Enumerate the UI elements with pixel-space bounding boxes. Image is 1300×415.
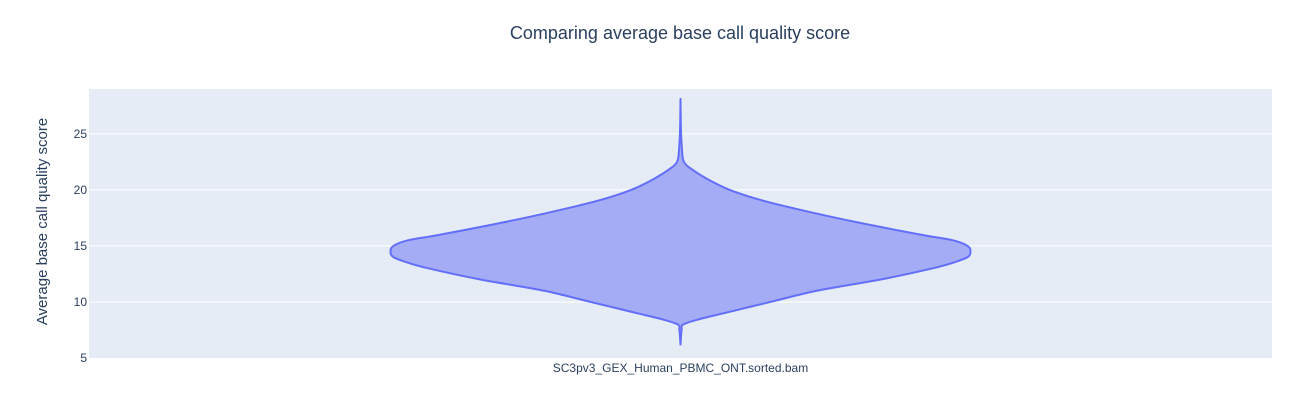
y-tick-label: 25 bbox=[74, 127, 88, 141]
y-tick-label: 5 bbox=[80, 351, 87, 365]
x-tick-label: SC3pv3_GEX_Human_PBMC_ONT.sorted.bam bbox=[553, 361, 808, 375]
y-tick-labels: 5 10 15 20 25 bbox=[74, 127, 88, 365]
y-tick-label: 10 bbox=[74, 295, 88, 309]
y-axis-title: Average base call quality score bbox=[34, 118, 51, 325]
y-tick-label: 20 bbox=[74, 183, 88, 197]
x-tick-labels: SC3pv3_GEX_Human_PBMC_ONT.sorted.bam bbox=[553, 361, 808, 375]
chart-title: Comparing average base call quality scor… bbox=[510, 23, 850, 43]
y-tick-label: 15 bbox=[74, 239, 88, 253]
data-layer bbox=[389, 97, 972, 346]
violin-shape[interactable] bbox=[389, 97, 972, 346]
